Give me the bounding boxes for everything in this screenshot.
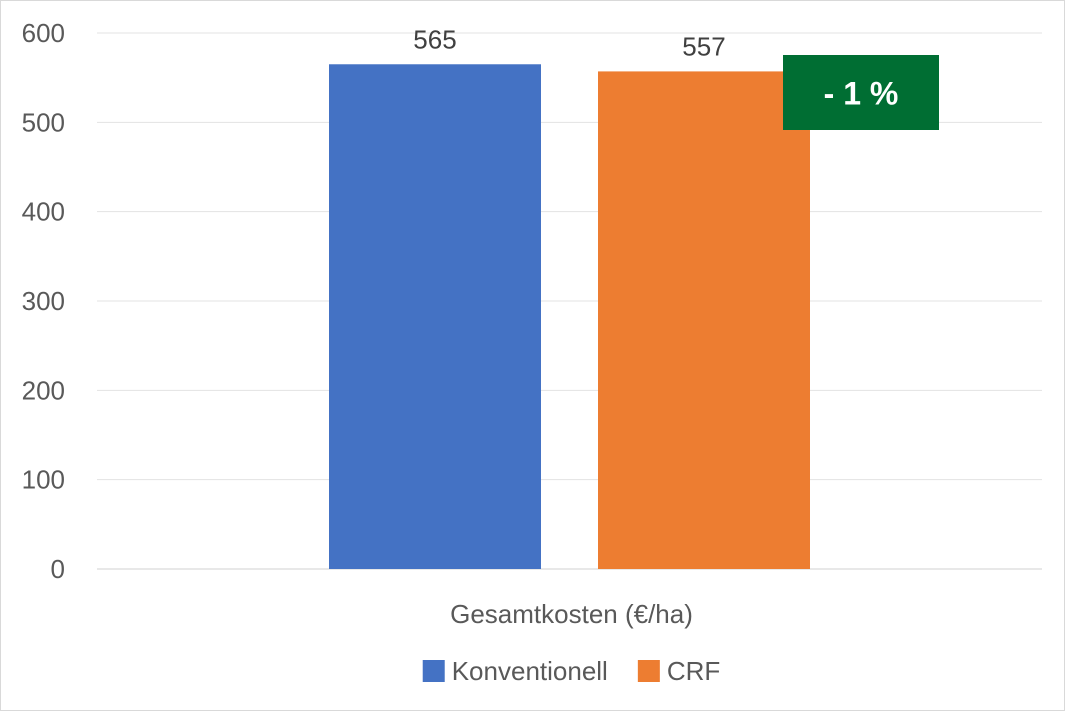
legend: Konventionell CRF: [422, 656, 720, 686]
bar-konventionell: [329, 64, 541, 569]
legend-swatch-crf: [637, 660, 660, 682]
y-axis-tick-labels: 0 100 200 300 400 500 600: [22, 18, 65, 584]
y-tick-label-200: 200: [22, 375, 65, 405]
y-tick-label-400: 400: [22, 197, 65, 227]
bars: [329, 64, 810, 569]
change-badge: [783, 55, 939, 130]
data-label-konventionell: 565: [413, 24, 456, 54]
legend-swatch-konventionell: [422, 660, 445, 682]
y-tick-label-600: 600: [22, 18, 65, 48]
change-badge-text: - 1 %: [824, 76, 899, 112]
data-labels: 565 557: [413, 24, 725, 61]
y-tick-label-100: 100: [22, 465, 65, 495]
gridlines: [97, 32, 1042, 570]
y-tick-label-300: 300: [22, 286, 65, 316]
bar-crf: [598, 71, 810, 569]
legend-label-konventionell: Konventionell: [452, 656, 608, 686]
category-label: Gesamtkosten (€/ha): [450, 599, 693, 629]
annotations: - 1 %: [783, 55, 939, 130]
legend-label-crf: CRF: [667, 656, 720, 686]
y-tick-label-500: 500: [22, 107, 65, 137]
x-axis-category-labels: Gesamtkosten (€/ha): [450, 599, 693, 629]
data-label-crf: 557: [682, 31, 725, 61]
y-tick-label-0: 0: [51, 554, 65, 584]
